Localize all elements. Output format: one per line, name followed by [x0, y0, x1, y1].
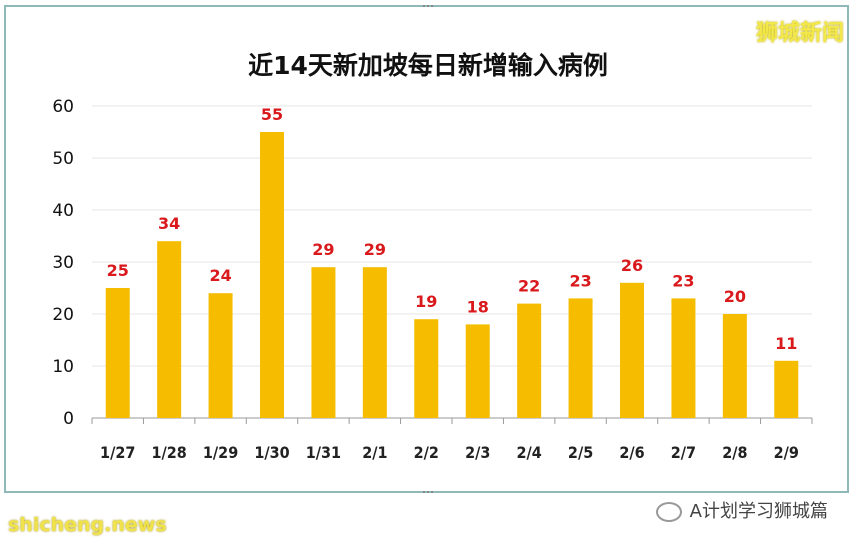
- y-tick-label: 10: [52, 357, 74, 377]
- data-label: 29: [364, 240, 386, 259]
- data-label: 25: [107, 261, 129, 280]
- y-tick-label: 60: [52, 97, 74, 117]
- bar: [568, 298, 593, 418]
- x-tick-label: 2/3: [465, 443, 490, 462]
- data-label: 22: [518, 277, 540, 296]
- x-tick-label: 2/7: [671, 443, 696, 462]
- watermark-logo: 狮城新闻: [755, 21, 844, 46]
- bar: [208, 293, 233, 418]
- x-axis-ticks: 1/27 1/28 1/29 1/30 1/31 2/1 2/2 2/3 2/4 2/5 2/6 2/…: [91, 418, 813, 462]
- x-tick-label: 2/8: [722, 443, 747, 462]
- y-axis-ticks: 0 10 20 30 40 50 60: [52, 97, 74, 429]
- data-label: 26: [621, 256, 643, 275]
- x-tick-label: 1/31: [306, 443, 341, 462]
- y-tick-label: 20: [52, 305, 74, 325]
- y-tick-label: 50: [52, 149, 74, 169]
- bar: [620, 282, 644, 418]
- bar: [311, 267, 336, 418]
- data-label: 55: [261, 105, 283, 124]
- data-label: 11: [775, 334, 797, 353]
- x-tick-label: 2/1: [362, 443, 387, 462]
- bar: [414, 319, 439, 418]
- data-label: 18: [467, 297, 489, 316]
- x-tick-label: 1/30: [254, 443, 289, 462]
- data-label: 19: [415, 292, 437, 311]
- x-tick-label: 1/29: [203, 443, 238, 462]
- bars: [105, 132, 799, 418]
- x-tick-label: 2/9: [774, 443, 799, 462]
- bar: [671, 298, 696, 418]
- gridlines: [92, 105, 812, 419]
- bar: [517, 303, 542, 418]
- resize-handle-bottom[interactable]: [423, 491, 433, 497]
- data-label: 34: [158, 214, 180, 233]
- chart-title: 近14天新加坡每日新增输入病例: [248, 51, 608, 80]
- bar: [362, 267, 387, 418]
- source-credit-text: A计划学习狮城篇: [689, 501, 828, 522]
- x-tick-label: 2/6: [619, 443, 644, 462]
- bar: [105, 288, 130, 418]
- x-tick-label: 1/27: [100, 443, 135, 462]
- bar: [260, 132, 284, 418]
- bar: [157, 241, 182, 418]
- data-label: 20: [724, 287, 746, 306]
- bar: [722, 314, 747, 418]
- y-tick-label: 30: [52, 253, 74, 273]
- x-tick-label: 2/4: [516, 443, 541, 462]
- y-tick-label: 40: [52, 201, 74, 221]
- x-tick-label: 2/2: [414, 443, 439, 462]
- bar: [774, 360, 799, 418]
- wechat-icon: [655, 502, 682, 522]
- bar: [465, 324, 490, 418]
- watermark-site: shicheng.news: [8, 514, 167, 536]
- data-label: 23: [672, 271, 694, 290]
- data-label: 24: [209, 266, 231, 285]
- data-labels: 25 34 24 55 29 29 19 18 22 23 26 23 20 11: [107, 105, 798, 353]
- data-label: 29: [312, 240, 334, 259]
- resize-handle-top[interactable]: [423, 5, 433, 11]
- x-tick-label: 2/5: [568, 443, 593, 462]
- data-label: 23: [569, 271, 591, 290]
- y-tick-label: 0: [63, 409, 74, 429]
- source-credit: A计划学习狮城篇: [655, 497, 828, 523]
- x-tick-label: 1/28: [151, 443, 186, 462]
